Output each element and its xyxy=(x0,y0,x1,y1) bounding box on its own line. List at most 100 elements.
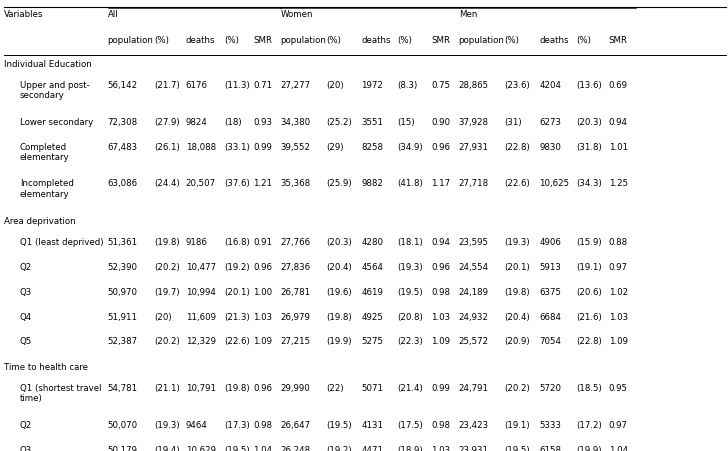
Text: 50,970: 50,970 xyxy=(108,288,138,297)
Text: (19.1): (19.1) xyxy=(576,263,601,272)
Text: Men: Men xyxy=(459,10,477,19)
Text: 9186: 9186 xyxy=(186,238,207,247)
Text: (%): (%) xyxy=(224,36,239,45)
Text: (19.8): (19.8) xyxy=(505,288,530,297)
Text: deaths: deaths xyxy=(539,36,569,45)
Text: 52,387: 52,387 xyxy=(108,337,138,346)
Text: 5913: 5913 xyxy=(539,263,561,272)
Text: 0.88: 0.88 xyxy=(609,238,628,247)
Text: 50,179: 50,179 xyxy=(108,446,138,451)
Text: (11.3): (11.3) xyxy=(224,81,250,90)
Text: Upper and post-
secondary: Upper and post- secondary xyxy=(20,81,90,100)
Text: 0.75: 0.75 xyxy=(431,81,450,90)
Text: Lower secondary: Lower secondary xyxy=(20,118,93,127)
Text: 5333: 5333 xyxy=(539,421,561,430)
Text: 35,368: 35,368 xyxy=(280,179,310,189)
Text: 27,215: 27,215 xyxy=(280,337,310,346)
Text: Individual Education: Individual Education xyxy=(4,60,92,69)
Text: 0.99: 0.99 xyxy=(253,143,272,152)
Text: 0.98: 0.98 xyxy=(431,421,450,430)
Text: (19.5): (19.5) xyxy=(326,421,352,430)
Text: 26,781: 26,781 xyxy=(280,288,310,297)
Text: Completed
elementary: Completed elementary xyxy=(20,143,69,162)
Text: SMR: SMR xyxy=(609,36,628,45)
Text: 6176: 6176 xyxy=(186,81,207,90)
Text: 1.17: 1.17 xyxy=(431,179,450,189)
Text: 1.01: 1.01 xyxy=(609,143,628,152)
Text: (15): (15) xyxy=(397,118,415,127)
Text: 25,572: 25,572 xyxy=(459,337,488,346)
Text: 1.04: 1.04 xyxy=(609,446,628,451)
Text: (22.8): (22.8) xyxy=(505,143,530,152)
Text: 9830: 9830 xyxy=(539,143,561,152)
Text: (25.9): (25.9) xyxy=(326,179,352,189)
Text: Incompleted
elementary: Incompleted elementary xyxy=(20,179,74,199)
Text: (20.4): (20.4) xyxy=(326,263,352,272)
Text: 18,088: 18,088 xyxy=(186,143,215,152)
Text: 0.96: 0.96 xyxy=(431,263,450,272)
Text: 9464: 9464 xyxy=(186,421,207,430)
Text: 1.09: 1.09 xyxy=(609,337,628,346)
Text: (24.4): (24.4) xyxy=(154,179,180,189)
Text: 4925: 4925 xyxy=(361,313,383,322)
Text: (19.1): (19.1) xyxy=(505,421,530,430)
Text: 5275: 5275 xyxy=(361,337,383,346)
Text: 72,308: 72,308 xyxy=(108,118,138,127)
Text: (20.1): (20.1) xyxy=(224,288,250,297)
Text: (19.3): (19.3) xyxy=(397,263,423,272)
Text: (19.2): (19.2) xyxy=(326,446,352,451)
Text: 0.96: 0.96 xyxy=(431,143,450,152)
Text: population: population xyxy=(108,36,154,45)
Text: Q1 (shortest travel
time): Q1 (shortest travel time) xyxy=(20,384,101,403)
Text: 0.90: 0.90 xyxy=(431,118,450,127)
Text: (34.3): (34.3) xyxy=(576,179,601,189)
Text: (%): (%) xyxy=(326,36,341,45)
Text: (17.2): (17.2) xyxy=(576,421,601,430)
Text: Q3: Q3 xyxy=(20,288,32,297)
Text: (17.5): (17.5) xyxy=(397,421,423,430)
Text: (31.8): (31.8) xyxy=(576,143,601,152)
Text: 12,329: 12,329 xyxy=(186,337,215,346)
Text: 4131: 4131 xyxy=(361,421,383,430)
Text: 4619: 4619 xyxy=(361,288,383,297)
Text: 23,931: 23,931 xyxy=(459,446,488,451)
Text: (20.4): (20.4) xyxy=(505,313,530,322)
Text: (19.8): (19.8) xyxy=(326,313,352,322)
Text: (20): (20) xyxy=(154,313,172,322)
Text: Q4: Q4 xyxy=(20,313,32,322)
Text: 10,477: 10,477 xyxy=(186,263,215,272)
Text: 0.98: 0.98 xyxy=(431,288,450,297)
Text: (19.8): (19.8) xyxy=(154,238,180,247)
Text: 1.03: 1.03 xyxy=(253,313,272,322)
Text: 6158: 6158 xyxy=(539,446,561,451)
Text: (8.3): (8.3) xyxy=(397,81,418,90)
Text: 29,990: 29,990 xyxy=(280,384,310,393)
Text: (17.3): (17.3) xyxy=(224,421,250,430)
Text: 27,277: 27,277 xyxy=(280,81,310,90)
Text: (20.1): (20.1) xyxy=(505,263,530,272)
Text: 50,070: 50,070 xyxy=(108,421,138,430)
Text: 0.95: 0.95 xyxy=(609,384,628,393)
Text: Area deprivation: Area deprivation xyxy=(4,217,75,226)
Text: 10,625: 10,625 xyxy=(539,179,569,189)
Text: 51,361: 51,361 xyxy=(108,238,138,247)
Text: (%): (%) xyxy=(576,36,590,45)
Text: 6684: 6684 xyxy=(539,313,561,322)
Text: 9882: 9882 xyxy=(361,179,383,189)
Text: 63,086: 63,086 xyxy=(108,179,138,189)
Text: (%): (%) xyxy=(154,36,169,45)
Text: 54,781: 54,781 xyxy=(108,384,138,393)
Text: (%): (%) xyxy=(505,36,519,45)
Text: 56,142: 56,142 xyxy=(108,81,138,90)
Text: (22.6): (22.6) xyxy=(224,337,250,346)
Text: 8258: 8258 xyxy=(361,143,383,152)
Text: (16.8): (16.8) xyxy=(224,238,250,247)
Text: population: population xyxy=(459,36,505,45)
Text: 67,483: 67,483 xyxy=(108,143,138,152)
Text: 28,865: 28,865 xyxy=(459,81,488,90)
Text: 0.98: 0.98 xyxy=(253,421,272,430)
Text: (20.3): (20.3) xyxy=(576,118,601,127)
Text: 9824: 9824 xyxy=(186,118,207,127)
Text: 1.00: 1.00 xyxy=(253,288,272,297)
Text: deaths: deaths xyxy=(186,36,215,45)
